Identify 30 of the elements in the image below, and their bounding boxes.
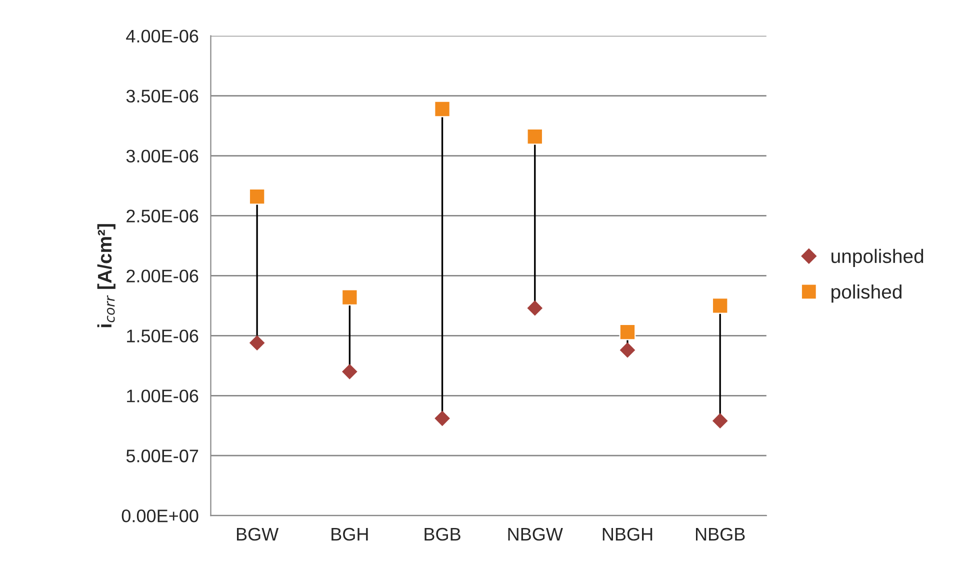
x-tick-label: NBGB (696, 528, 745, 541)
point (434, 411, 450, 426)
legend-label: unpolished (832, 248, 924, 267)
y-tick-label: 0.00E+00 (122, 510, 198, 522)
x-tick-label: NBGW (508, 528, 563, 541)
point (619, 324, 636, 340)
point (526, 128, 544, 145)
point (248, 188, 266, 205)
point (527, 300, 542, 316)
point (620, 342, 635, 358)
y-tick-label: 2.00E-06 (126, 270, 198, 282)
point (250, 335, 264, 350)
x-tick-label: BGW (236, 528, 279, 541)
legend-label: polished (832, 284, 902, 303)
x-tick-label: BGB (424, 528, 460, 541)
point (434, 100, 450, 118)
point (341, 289, 358, 306)
x-tick-label: NBGH (602, 528, 652, 541)
point (712, 297, 728, 314)
y-tick-label: 1.50E-06 (127, 330, 198, 342)
y-tick-label: 2.50E-06 (126, 210, 198, 222)
y-tick-label: 3.50E-06 (126, 90, 198, 103)
y-tick-label: 5.00E-07 (126, 450, 198, 462)
y-tick-label: 3.00E-06 (126, 150, 198, 162)
y-tick-label: 4.00E-06 (126, 30, 198, 43)
x-tick-label: BGH (332, 528, 368, 541)
y-tick-label: 1.00E-06 (127, 390, 198, 402)
y-axis-title: i$_{corr}$ [A/cm²] (97, 224, 116, 328)
point (712, 413, 728, 428)
point (342, 364, 358, 380)
